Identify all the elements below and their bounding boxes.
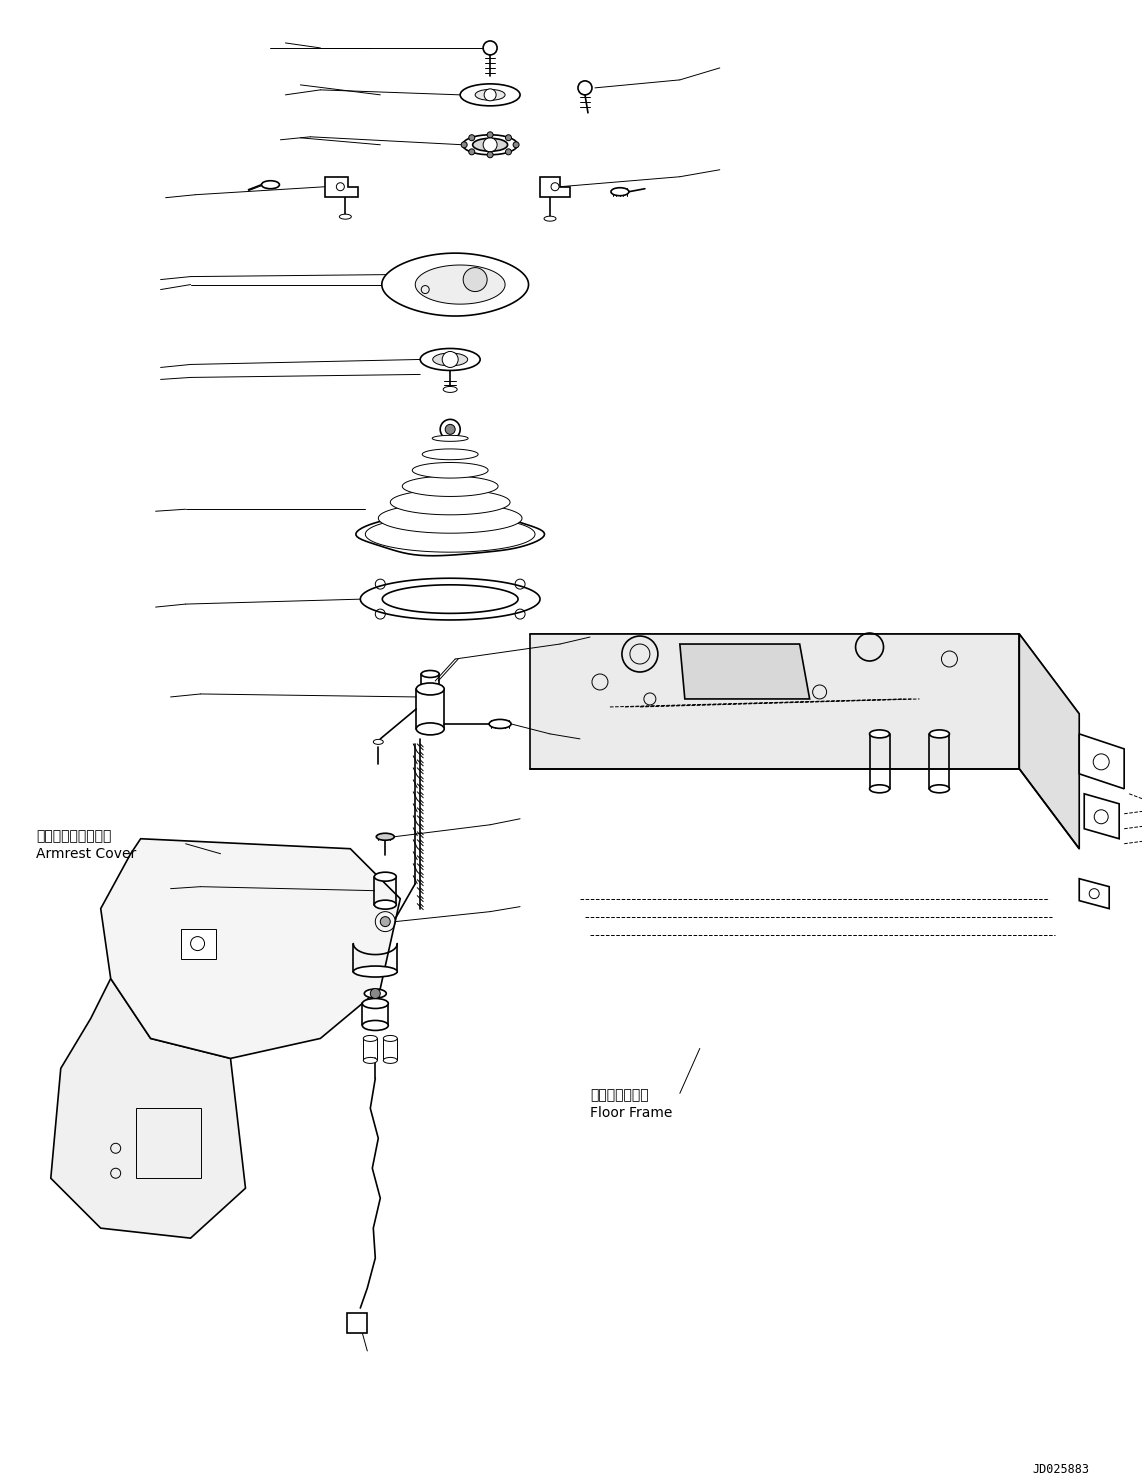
Polygon shape (360, 578, 539, 620)
Polygon shape (347, 1313, 367, 1333)
Text: Armrest Cover: Armrest Cover (35, 846, 136, 861)
Circle shape (513, 142, 519, 148)
Ellipse shape (365, 989, 386, 998)
Polygon shape (1079, 879, 1109, 908)
Circle shape (487, 132, 493, 138)
Polygon shape (422, 450, 478, 460)
Ellipse shape (383, 1057, 398, 1063)
Circle shape (483, 138, 497, 152)
Ellipse shape (362, 998, 389, 1009)
Ellipse shape (339, 214, 351, 219)
Polygon shape (50, 979, 246, 1238)
Ellipse shape (870, 731, 889, 738)
Circle shape (381, 917, 390, 927)
Polygon shape (1079, 734, 1125, 788)
Polygon shape (382, 253, 528, 317)
Polygon shape (530, 634, 1079, 714)
Polygon shape (378, 503, 522, 534)
Circle shape (505, 135, 511, 141)
Circle shape (370, 988, 381, 998)
Ellipse shape (376, 833, 394, 840)
Polygon shape (1020, 634, 1079, 849)
Ellipse shape (870, 785, 889, 793)
Ellipse shape (443, 386, 457, 392)
Text: JD025883: JD025883 (1032, 1463, 1089, 1476)
Circle shape (445, 424, 455, 435)
Polygon shape (382, 584, 518, 614)
Polygon shape (530, 634, 1020, 769)
Ellipse shape (363, 1035, 377, 1041)
Ellipse shape (929, 785, 950, 793)
Ellipse shape (374, 873, 397, 881)
Ellipse shape (262, 180, 279, 189)
Polygon shape (415, 265, 505, 305)
Ellipse shape (544, 216, 555, 222)
Ellipse shape (489, 719, 511, 728)
Ellipse shape (475, 89, 505, 101)
Circle shape (463, 268, 487, 291)
Polygon shape (539, 176, 570, 197)
Polygon shape (366, 516, 535, 552)
Polygon shape (355, 513, 544, 556)
Polygon shape (402, 476, 498, 497)
Circle shape (578, 81, 592, 95)
Ellipse shape (433, 353, 467, 365)
Ellipse shape (416, 683, 445, 695)
Polygon shape (326, 176, 358, 197)
Text: Floor Frame: Floor Frame (590, 1106, 672, 1120)
Circle shape (469, 149, 474, 155)
Ellipse shape (353, 966, 398, 978)
Polygon shape (413, 463, 488, 478)
Ellipse shape (383, 1035, 398, 1041)
Circle shape (485, 89, 496, 101)
Circle shape (461, 142, 467, 148)
Polygon shape (101, 839, 400, 1059)
Circle shape (442, 352, 458, 367)
Ellipse shape (422, 670, 439, 677)
Ellipse shape (461, 84, 520, 106)
Ellipse shape (421, 349, 480, 370)
Circle shape (469, 135, 474, 141)
Polygon shape (390, 490, 510, 515)
Ellipse shape (473, 139, 507, 151)
Circle shape (483, 41, 497, 55)
Ellipse shape (374, 740, 383, 744)
Polygon shape (1085, 794, 1119, 839)
Circle shape (487, 152, 493, 158)
Ellipse shape (374, 901, 397, 910)
Ellipse shape (612, 188, 629, 195)
Text: アームレストカバー: アームレストカバー (35, 828, 111, 843)
Ellipse shape (416, 723, 445, 735)
Ellipse shape (463, 135, 518, 155)
Text: フロアフレーム: フロアフレーム (590, 1089, 648, 1102)
Polygon shape (432, 435, 469, 441)
Polygon shape (181, 929, 216, 958)
Circle shape (505, 149, 511, 155)
Polygon shape (680, 643, 809, 700)
Ellipse shape (363, 1057, 377, 1063)
Ellipse shape (362, 1021, 389, 1031)
Ellipse shape (929, 731, 950, 738)
Circle shape (440, 420, 461, 439)
